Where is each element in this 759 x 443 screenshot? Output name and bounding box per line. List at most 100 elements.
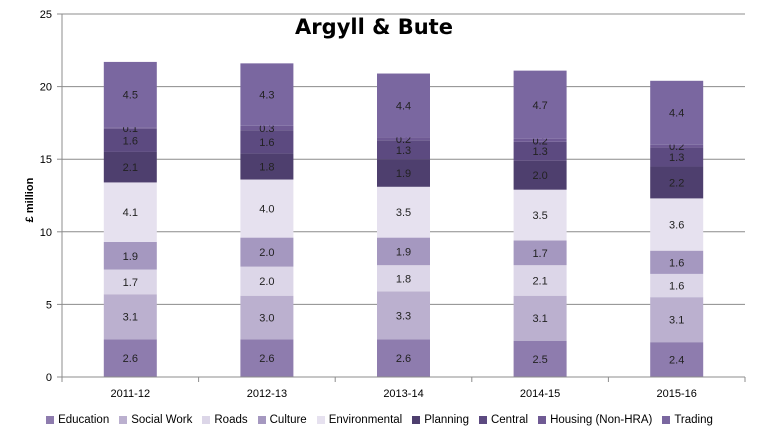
legend-item: Central	[478, 414, 528, 426]
data-label: 2.6	[396, 353, 411, 365]
y-tick-label: 0	[46, 372, 52, 384]
data-label: 2.2	[669, 177, 684, 189]
data-label: 1.3	[396, 145, 411, 157]
bar-segment	[103, 127, 157, 129]
bar-segment	[103, 61, 157, 128]
data-label: 3.5	[396, 207, 411, 219]
data-label: 1.9	[123, 251, 138, 263]
data-label: 2.6	[259, 353, 274, 365]
bar-segment	[513, 240, 567, 266]
data-label: 1.6	[259, 137, 274, 149]
y-tick-label: 25	[40, 9, 52, 21]
legend-swatch	[316, 416, 325, 424]
data-label: 2.0	[259, 247, 274, 259]
data-label: 3.6	[669, 220, 684, 232]
bar-segment	[650, 342, 704, 377]
legend: Education Social Work Roads Culture Environm…	[0, 414, 759, 426]
bar-segment	[240, 125, 294, 131]
legend-item: Housing (Non-HRA)	[538, 414, 652, 426]
bar-segment	[513, 70, 567, 139]
data-label: 3.5	[532, 210, 547, 222]
bar-segment	[377, 237, 430, 266]
legend-swatch	[257, 416, 266, 424]
bar-segment	[240, 266, 294, 296]
legend-item: Trading	[662, 414, 713, 426]
bar-stack-2012-13: 2.6 3.0 2.0 2.0 4.0 1.8 1.6 0.3 4.3	[240, 63, 294, 377]
x-tick-label: 2011-12	[111, 388, 151, 400]
bar-segment	[377, 265, 430, 292]
bar-segment	[650, 250, 704, 274]
bar-segment	[103, 269, 157, 295]
bar-segment	[513, 189, 567, 241]
legend-label: Social Work	[131, 414, 193, 426]
bar-segment	[513, 138, 567, 142]
bar-segment	[377, 140, 430, 160]
y-tick-label: 20	[40, 82, 52, 94]
bar-segment	[513, 141, 567, 161]
bar-segment	[103, 294, 157, 340]
bar-stack-2013-14: 2.63.31.81.93.51.91.30.24.4	[377, 73, 430, 377]
x-tick-label: 2012-13	[247, 388, 287, 400]
data-label: 4.4	[396, 100, 411, 112]
data-label: 2.1	[532, 275, 547, 287]
legend-swatch	[538, 416, 547, 424]
bar-segment	[513, 160, 567, 190]
data-label: 4.3	[259, 90, 274, 102]
data-label: 2.4	[669, 355, 684, 367]
bar-segment	[103, 128, 157, 152]
bar-segment	[240, 237, 294, 267]
data-label: 4.7	[532, 100, 547, 112]
data-label: 2.0	[259, 276, 274, 288]
data-label: 1.8	[396, 273, 411, 285]
y-axis-label: £ million	[24, 177, 36, 222]
data-label: 4.0	[259, 204, 274, 216]
bar-stacks: 2.63.11.71.94.12.11.60.14.52.63.02.02.04…	[103, 61, 704, 377]
legend-swatch	[478, 416, 487, 424]
bar-segment	[513, 265, 567, 296]
bar-stack-2011-12: 2.63.11.71.94.12.11.60.14.5	[103, 61, 157, 377]
legend-label: Housing (Non-HRA)	[550, 414, 653, 426]
bar-segment	[240, 63, 294, 126]
data-label: 1.6	[123, 135, 138, 147]
bar-segment	[240, 153, 294, 180]
chart-title: Argyll & Bute	[295, 15, 453, 39]
legend-label: Planning	[424, 414, 469, 426]
legend-label: Education	[58, 414, 110, 426]
data-label: 3.0	[259, 312, 274, 324]
bar-segment	[377, 291, 430, 340]
legend-item: Planning	[412, 414, 469, 426]
data-label: 1.6	[669, 281, 684, 293]
bar-stack-2015-16: 2.43.11.61.63.62.21.30.24.4	[650, 80, 704, 377]
bar-segment	[650, 80, 704, 145]
bar-segment	[377, 186, 430, 238]
data-label: 1.9	[396, 246, 411, 258]
bar-stack-2014-15: 2.53.12.11.73.52.01.30.24.7	[513, 70, 567, 377]
x-tick-label: 2015-16	[657, 388, 697, 400]
legend-swatch	[119, 416, 128, 424]
legend-item: Culture	[257, 414, 307, 426]
bar-segment	[103, 182, 157, 242]
legend-item: Environmental	[316, 414, 402, 426]
data-label: 2.5	[532, 354, 547, 366]
x-tick-label: 2014-15	[520, 388, 560, 400]
bar-segment	[377, 339, 430, 377]
legend-swatch	[46, 416, 55, 424]
legend-item: Social Work	[119, 414, 192, 426]
data-label: 0.3	[259, 123, 274, 135]
x-tick-label: 2013-14	[383, 388, 423, 400]
bar-segment	[103, 339, 157, 377]
x-axis: 2011-12 2012-13 2013-14 2014-15 2015-16	[61, 376, 746, 400]
data-label: 1.8	[259, 161, 274, 173]
bar-segment	[377, 159, 430, 187]
legend-label: Culture	[269, 414, 307, 426]
legend-swatch	[412, 416, 421, 424]
bar-segment	[513, 295, 567, 341]
data-label: 4.1	[123, 207, 138, 219]
bar-segment	[103, 151, 157, 183]
data-label: 2.6	[123, 353, 138, 365]
legend-label: Trading	[674, 414, 713, 426]
legend-swatch	[202, 416, 211, 424]
y-tick-label: 5	[46, 299, 52, 311]
bar-segment	[240, 295, 294, 340]
data-label: 1.3	[669, 152, 684, 164]
